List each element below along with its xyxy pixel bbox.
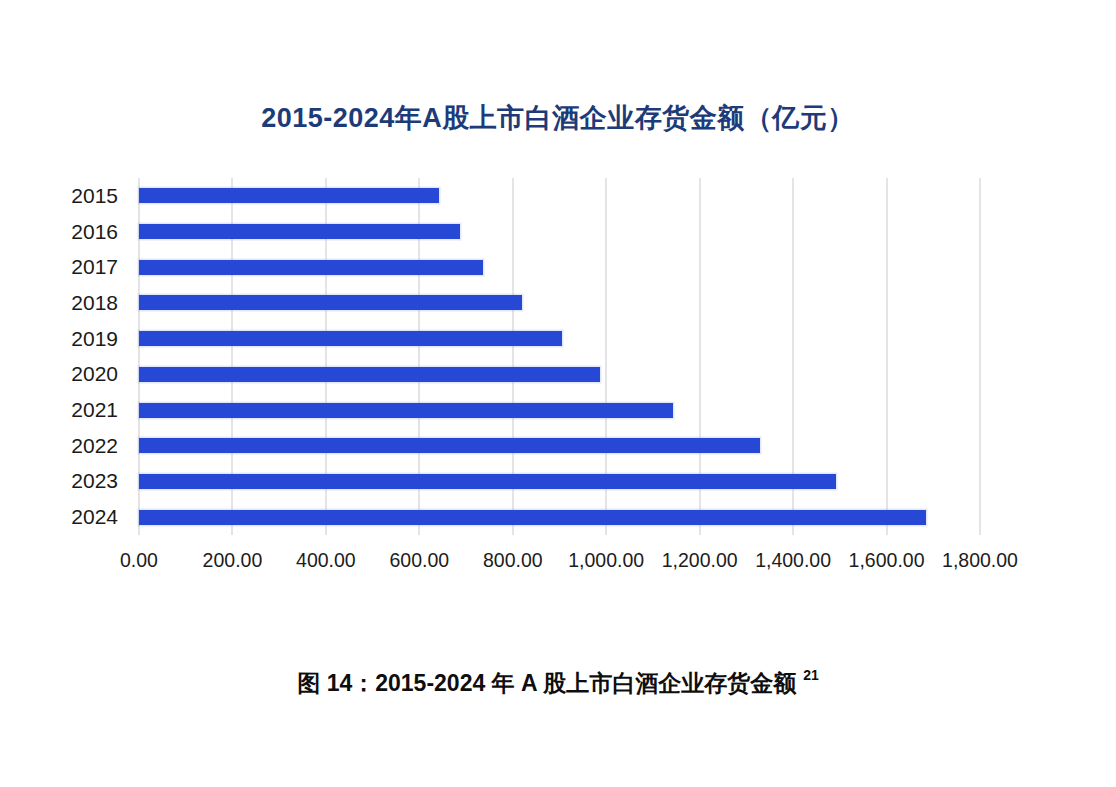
bar-2019: [139, 331, 562, 346]
x-axis-tick-label: 1,800.00: [920, 549, 1040, 572]
y-axis: 2015 2016 2017 2018 2019 2020 2021 2022 2023 2024: [30, 178, 118, 535]
figure-caption: 图 14：2015-2024 年 A 股上市白酒企业存货金额 21: [0, 668, 1116, 699]
chart-title: 2015-2024年A股上市白酒企业存货金额（亿元）: [0, 100, 1116, 136]
figure-caption-text: 图 14：2015-2024 年 A 股上市白酒企业存货金额: [297, 670, 796, 696]
gridline: [886, 178, 888, 535]
y-axis-label: 2015: [30, 184, 118, 208]
y-axis-label: 2019: [30, 327, 118, 351]
y-axis-label: 2023: [30, 469, 118, 493]
bar-2022: [139, 438, 760, 453]
figure-caption-footnote: 21: [803, 667, 819, 683]
y-axis-label: 2018: [30, 291, 118, 315]
bar-2016: [139, 224, 460, 239]
y-axis-label: 2017: [30, 255, 118, 279]
bar-2018: [139, 295, 522, 310]
plot-area: [139, 178, 980, 535]
bar-2021: [139, 403, 673, 418]
bar-2023: [139, 474, 836, 489]
y-axis-label: 2021: [30, 398, 118, 422]
x-axis: 0.00200.00400.00600.00800.001,000.001,20…: [139, 549, 980, 575]
y-axis-label: 2022: [30, 434, 118, 458]
bar-2024: [139, 510, 926, 525]
y-axis-label: 2024: [30, 505, 118, 529]
document-page: 2015-2024年A股上市白酒企业存货金额（亿元） 2015201620172…: [0, 0, 1116, 787]
y-axis-label: 2016: [30, 220, 118, 244]
bar-2020: [139, 367, 600, 382]
bar-2017: [139, 260, 483, 275]
gridline: [979, 178, 981, 535]
y-axis-label: 2020: [30, 362, 118, 386]
bar-2015: [139, 188, 439, 203]
